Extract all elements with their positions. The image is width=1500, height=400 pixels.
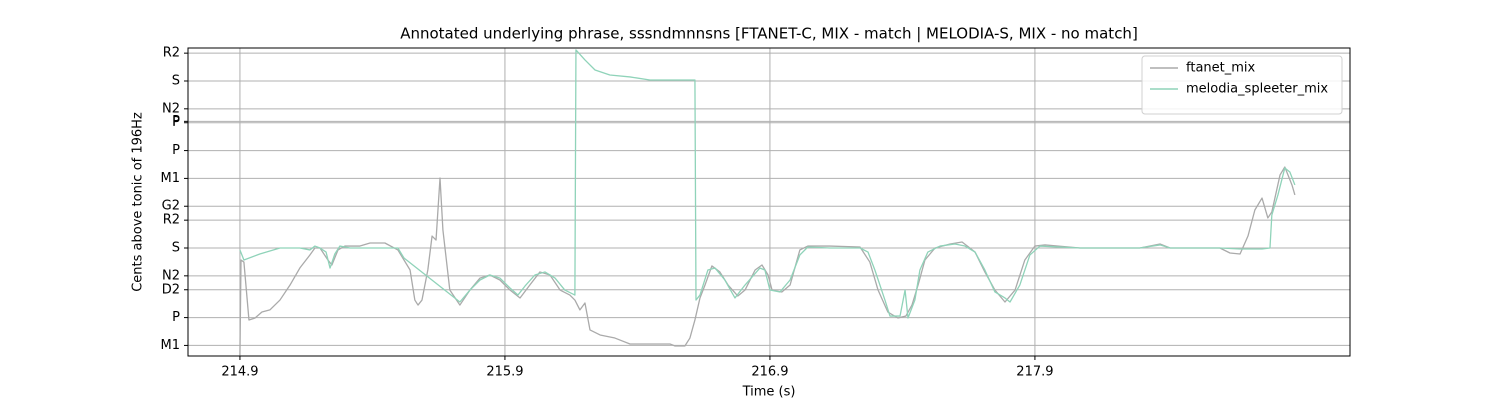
plot-frame bbox=[187, 47, 1351, 357]
legend: ftanet_mix melodia_spleeter_mix bbox=[1141, 55, 1343, 115]
y-tick-label: N2 bbox=[162, 268, 180, 283]
grid bbox=[188, 48, 1350, 356]
x-tick-label: 217.9 bbox=[1016, 365, 1053, 380]
y-tick-label: N2 bbox=[162, 101, 180, 116]
legend-label: melodia_spleeter_mix bbox=[1186, 82, 1328, 97]
y-tick-label: P bbox=[172, 114, 180, 129]
y-tick-label: S bbox=[172, 73, 180, 88]
x-axis-label: Time (s) bbox=[742, 385, 796, 400]
y-tick-label: R2 bbox=[163, 46, 180, 61]
y-tick-label: P bbox=[172, 115, 180, 130]
y-tick-label: P bbox=[172, 310, 180, 325]
x-tick-label: 214.9 bbox=[221, 365, 258, 380]
y-tick-label: P bbox=[172, 143, 180, 158]
legend-box bbox=[1141, 55, 1343, 115]
data-line bbox=[239, 49, 1296, 319]
data-line bbox=[239, 166, 1296, 356]
y-tick-label: M1 bbox=[161, 338, 181, 353]
legend-label: ftanet_mix bbox=[1186, 61, 1256, 76]
y-tick-label: S bbox=[172, 240, 180, 255]
y-tick-label: D2 bbox=[162, 282, 180, 297]
x-tick-label: 216.9 bbox=[751, 365, 788, 380]
chart-title: Annotated underlying phrase, sssndmnnsns… bbox=[400, 25, 1138, 43]
y-tick-label: G2 bbox=[162, 199, 180, 214]
x-tick-label: 215.9 bbox=[486, 365, 523, 380]
ticks: 214.9 215.9 216.9 217.9R2SN2PPPM1G2R2SN2D2P… bbox=[161, 46, 1054, 380]
y-axis-label: Cents above tonic of 196Hz bbox=[131, 112, 146, 292]
y-tick-label: M1 bbox=[161, 171, 181, 186]
y-tick-label: R2 bbox=[163, 213, 180, 228]
plot-area bbox=[239, 49, 1296, 356]
